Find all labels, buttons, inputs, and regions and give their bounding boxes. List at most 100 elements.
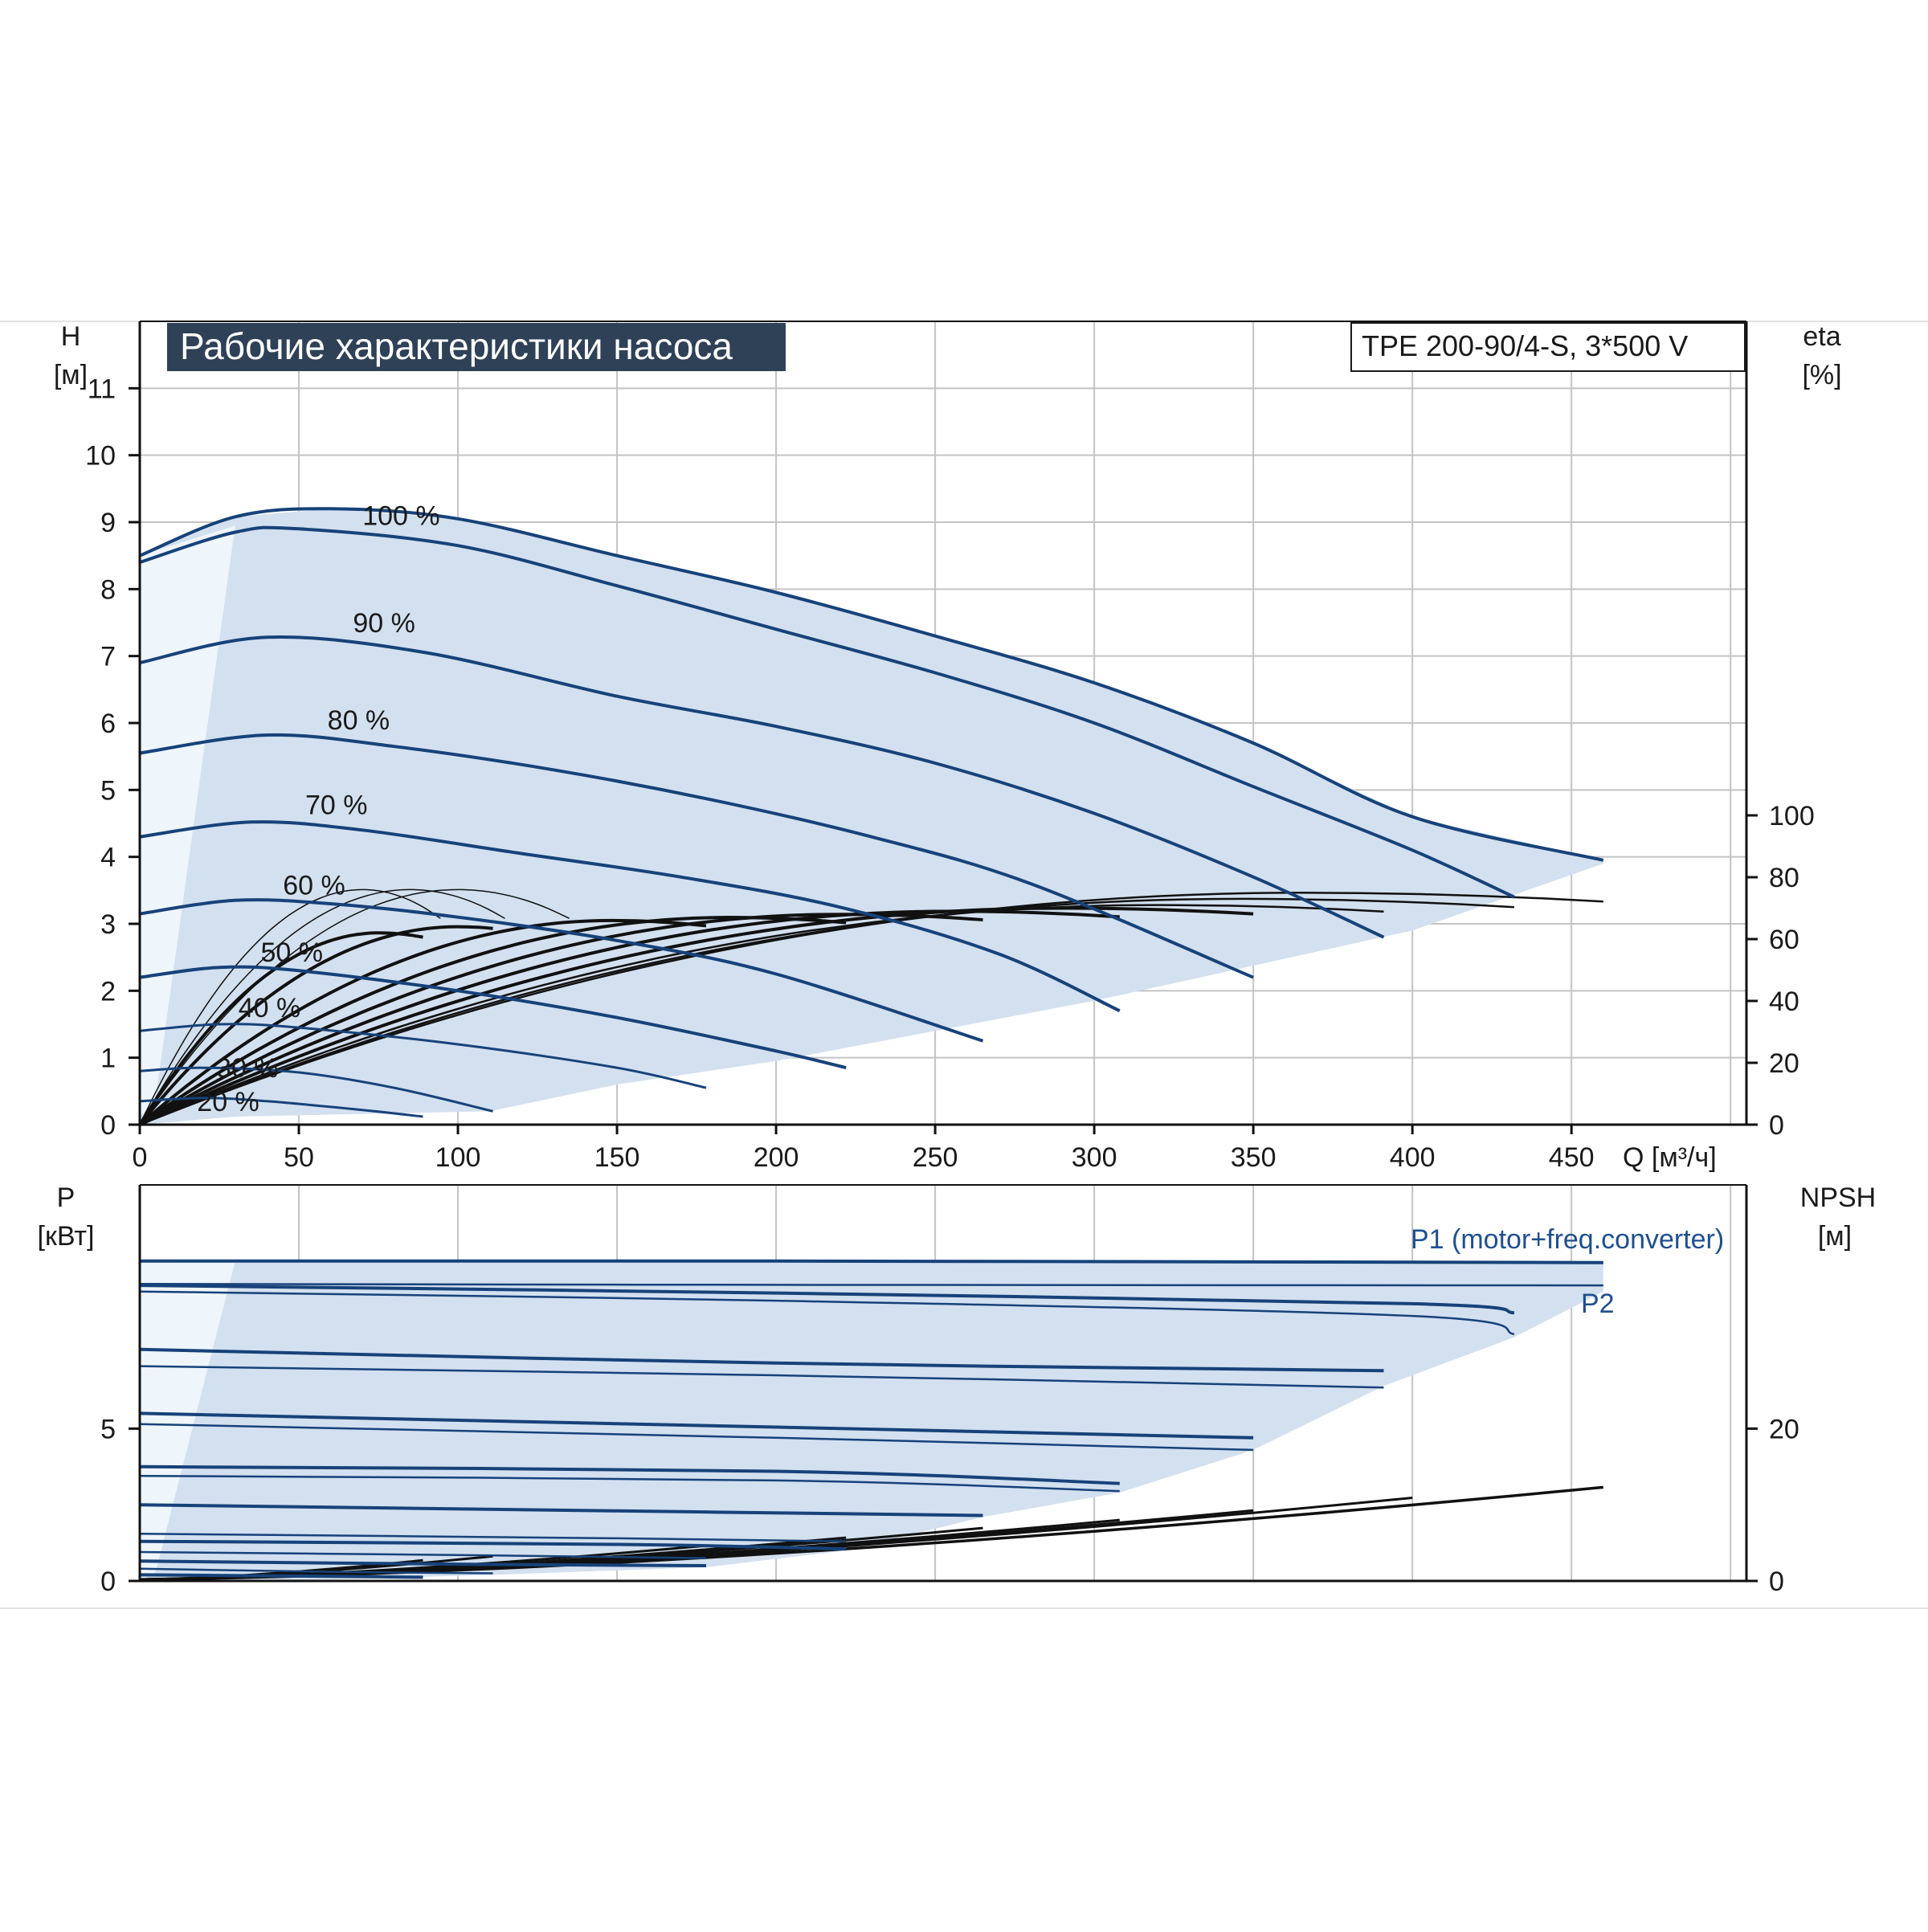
efficiency-curve bbox=[138, 931, 423, 1126]
efficiency-curves bbox=[138, 888, 1603, 1126]
y-axis-label: H bbox=[61, 321, 81, 352]
power-curve bbox=[139, 1474, 1120, 1493]
efficiency-curve bbox=[139, 897, 1514, 1126]
p-tick-label: 0 bbox=[100, 1566, 116, 1597]
efficiency-curve bbox=[138, 918, 707, 1126]
x-tick-label: 250 bbox=[913, 1142, 958, 1173]
power-curve bbox=[139, 1573, 423, 1579]
legend-p1: P1 (motor+freq.converter) bbox=[1411, 1224, 1724, 1255]
x-tick-label: 50 bbox=[284, 1142, 314, 1173]
y2-tick-label: 40 bbox=[1769, 986, 1799, 1017]
y-tick-label: 5 bbox=[100, 775, 116, 806]
x-tick-label: 450 bbox=[1549, 1142, 1595, 1173]
power-region-light bbox=[140, 1259, 235, 1581]
x-tick-label: 100 bbox=[435, 1142, 481, 1173]
power-region-fill bbox=[140, 1259, 1603, 1581]
model-label: TPE 200-90/4-S, 3*500 V bbox=[1362, 329, 1688, 362]
head-curve bbox=[139, 1066, 493, 1113]
npsh-axis-label: NPSH bbox=[1800, 1182, 1876, 1213]
y-axis-unit: [м] bbox=[54, 360, 88, 390]
npsh-tick-label: 0 bbox=[1769, 1566, 1784, 1597]
efficiency-curve bbox=[139, 909, 1120, 1126]
y2-tick-label: 0 bbox=[1769, 1110, 1784, 1141]
operating-region-fill bbox=[140, 509, 1603, 1125]
efficiency-curve bbox=[139, 906, 1254, 1126]
y2-tick-label: 60 bbox=[1769, 925, 1799, 955]
head-curve bbox=[139, 525, 1515, 899]
efficiency-envelope bbox=[139, 888, 441, 1125]
x-tick-label: 350 bbox=[1231, 1142, 1276, 1173]
legend-p2: P2 bbox=[1581, 1289, 1615, 1319]
speed-label: 80 % bbox=[328, 705, 390, 736]
power-curve bbox=[139, 1284, 1515, 1315]
head-curve bbox=[139, 733, 1254, 979]
efficiency-curve bbox=[138, 913, 983, 1126]
y2-axis-label: eta bbox=[1803, 321, 1840, 352]
power-curve bbox=[139, 1550, 707, 1559]
head-curve bbox=[139, 898, 984, 1043]
speed-label: 40 % bbox=[239, 993, 301, 1023]
power-curve bbox=[139, 1503, 983, 1517]
efficiency-curve bbox=[138, 925, 493, 1126]
power-panel: 0 5 0 20 P [кВт] NPSH [м] P1 (motor+freq.co… bbox=[38, 1182, 1877, 1597]
head-curve bbox=[139, 1097, 423, 1118]
head-curve bbox=[139, 1023, 707, 1089]
title-box bbox=[167, 323, 786, 371]
model-box bbox=[1350, 322, 1746, 372]
x-tick-label: 0 bbox=[133, 1142, 148, 1173]
power-curve bbox=[139, 1365, 1384, 1389]
power-region bbox=[140, 1259, 1603, 1581]
y-tick-label: 8 bbox=[100, 574, 116, 605]
y-tick-label: 7 bbox=[100, 642, 116, 672]
head-curve bbox=[139, 507, 1604, 862]
power-curve bbox=[139, 1559, 707, 1567]
speed-label: 100 % bbox=[362, 501, 439, 532]
x-tick-label: 400 bbox=[1390, 1142, 1436, 1173]
operating-region-light bbox=[140, 525, 235, 1118]
y-tick-label: 1 bbox=[100, 1044, 116, 1074]
power-curve bbox=[139, 1290, 1515, 1336]
power-curve bbox=[139, 1567, 493, 1575]
x-tick-label: 300 bbox=[1072, 1142, 1117, 1173]
y2-axis-unit: [%] bbox=[1802, 360, 1841, 390]
chart-title: Рабочие характеристики насоса bbox=[180, 325, 733, 367]
head-curves bbox=[139, 507, 1604, 1118]
operating-region bbox=[140, 509, 1603, 1125]
power-curve bbox=[139, 1347, 1384, 1373]
y-tick-label: 10 bbox=[85, 441, 116, 472]
efficiency-envelope bbox=[139, 888, 505, 1125]
speed-label: 50 % bbox=[260, 937, 323, 968]
power-curves bbox=[139, 1259, 1603, 1579]
efficiency-envelope bbox=[139, 888, 570, 1125]
y2-tick-label: 20 bbox=[1769, 1048, 1799, 1079]
y-tick-label: 4 bbox=[100, 843, 116, 873]
p-axis-label: P bbox=[57, 1182, 76, 1213]
x-tick-label: 200 bbox=[754, 1142, 799, 1173]
x-axis-label: Q [м³/ч] bbox=[1623, 1142, 1717, 1173]
efficiency-curve bbox=[138, 915, 847, 1126]
speed-label: 90 % bbox=[353, 608, 415, 639]
power-curve bbox=[139, 1539, 847, 1551]
head-curve bbox=[139, 635, 1385, 939]
power-curve bbox=[139, 1464, 1120, 1485]
power-curve bbox=[139, 1283, 1603, 1287]
head-curve bbox=[139, 820, 1121, 1013]
npsh-axis-unit: [м] bbox=[1818, 1221, 1852, 1252]
head-panel: 100 % 90 % 80 % 70 % 60 % 50 % 40 % 30 %20 % 0 5… bbox=[54, 321, 1842, 1173]
efficiency-curve bbox=[139, 904, 1384, 1126]
power-axes: 0 5 0 20 bbox=[100, 1184, 1799, 1597]
power-curve bbox=[139, 1259, 1603, 1264]
speed-label: 20 % bbox=[197, 1087, 259, 1117]
power-curve bbox=[139, 1532, 847, 1542]
head-curve bbox=[139, 965, 847, 1070]
power-curve bbox=[139, 1423, 1254, 1452]
y-tick-label: 6 bbox=[100, 709, 116, 739]
p-axis-unit: [кВт] bbox=[38, 1221, 95, 1252]
speed-label: 30 % bbox=[216, 1053, 279, 1084]
y-tick-label: 9 bbox=[100, 508, 116, 538]
p-tick-label: 5 bbox=[100, 1414, 116, 1444]
y-tick-label: 0 bbox=[100, 1110, 116, 1141]
y2-tick-label: 80 bbox=[1769, 863, 1799, 893]
